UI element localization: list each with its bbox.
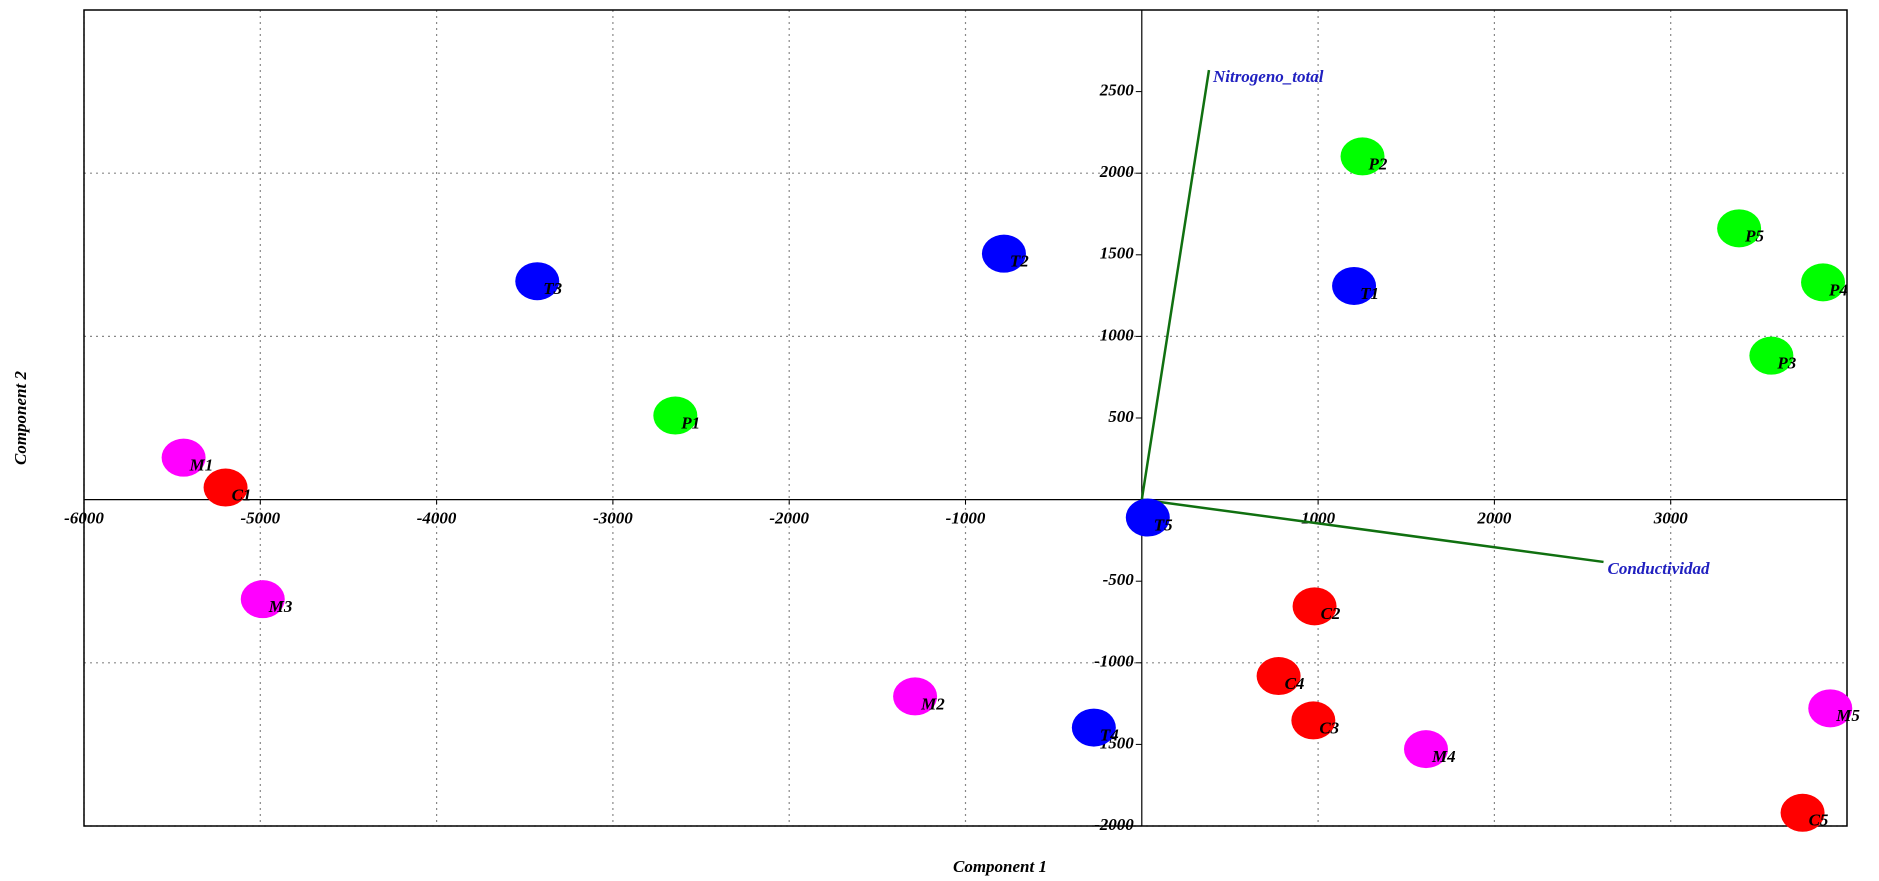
point-label: P5	[1744, 226, 1764, 245]
point-label: T4	[1100, 725, 1119, 744]
point	[1749, 336, 1794, 375]
y-tick-label: 500	[1108, 407, 1134, 426]
point-label: C2	[1321, 604, 1341, 623]
point-label: T3	[543, 279, 562, 298]
vector-label: Nitrogeno_total	[1212, 67, 1324, 86]
point	[1780, 793, 1825, 832]
plot-frame	[83, 9, 1848, 827]
y-tick-label: -1000	[1094, 652, 1134, 671]
point-label: T5	[1154, 515, 1173, 534]
point-label: C1	[232, 485, 252, 504]
point	[1801, 263, 1846, 302]
y-tick-label: 1000	[1100, 325, 1135, 344]
x-axis-title: Component 1	[953, 857, 1047, 876]
x-tick-label: -3000	[593, 509, 633, 528]
point	[1808, 689, 1853, 728]
point-label: M5	[1835, 706, 1860, 725]
point	[1071, 708, 1116, 747]
y-axis-title: Component 2	[11, 371, 30, 465]
point	[1340, 137, 1385, 176]
point	[1125, 498, 1170, 537]
point-label: C5	[1809, 811, 1829, 830]
x-tick-label: -2000	[769, 509, 809, 528]
point	[1291, 701, 1336, 740]
y-tick-label: 2000	[1099, 162, 1135, 181]
point	[161, 438, 206, 477]
y-tick-label: -2000	[1094, 815, 1134, 834]
x-tick-label: -4000	[417, 509, 457, 528]
point	[981, 234, 1026, 273]
vector-label: Conductividad	[1608, 559, 1711, 578]
point-label: C4	[1285, 674, 1305, 693]
point-label: M1	[189, 456, 214, 475]
point	[1403, 730, 1448, 769]
point	[240, 580, 285, 619]
point-label: P3	[1776, 354, 1796, 373]
point-label: T1	[1360, 284, 1379, 303]
point-label: T2	[1010, 252, 1029, 271]
x-tick-label: -5000	[240, 509, 280, 528]
point-label: M2	[920, 694, 945, 713]
point	[653, 396, 698, 435]
point-label: M3	[268, 597, 293, 616]
loading-vector	[1141, 498, 1604, 564]
x-tick-label: -1000	[946, 509, 986, 528]
x-tick-label: 3000	[1653, 509, 1689, 528]
y-tick-label: 2500	[1099, 81, 1135, 100]
y-tick-label: -500	[1103, 570, 1135, 589]
point-label: M4	[1431, 747, 1456, 766]
point	[203, 468, 248, 507]
point	[1292, 587, 1337, 626]
loading-vector	[1140, 69, 1211, 500]
point-label: P1	[680, 413, 700, 432]
point	[1256, 657, 1301, 696]
point-label: C3	[1319, 718, 1339, 737]
point-label: P2	[1368, 154, 1388, 173]
y-tick-label: 1500	[1100, 244, 1135, 263]
point	[1332, 266, 1377, 305]
point	[893, 677, 938, 716]
x-tick-label: -6000	[64, 509, 104, 528]
x-tick-label: 2000	[1476, 509, 1512, 528]
point	[1717, 209, 1762, 248]
point	[515, 262, 560, 301]
point-label: P4	[1828, 280, 1848, 299]
